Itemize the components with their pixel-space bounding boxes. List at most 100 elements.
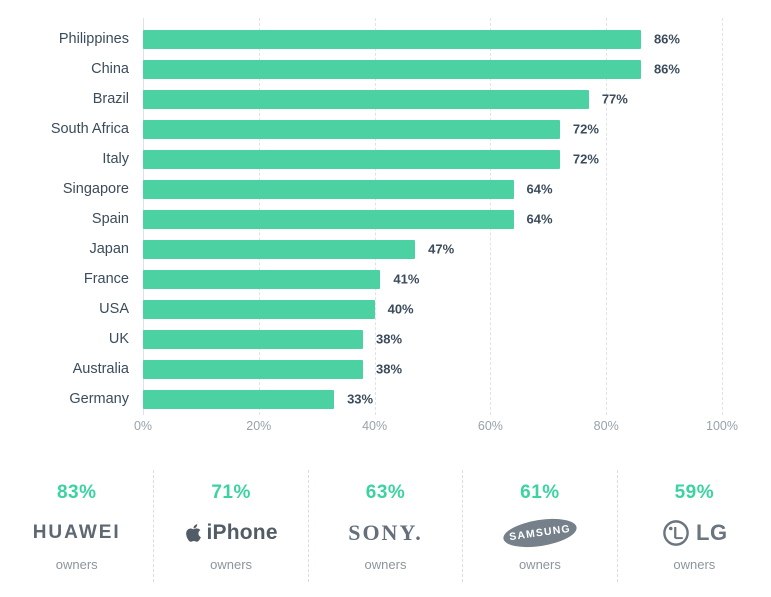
bar-row-australia: Australia 38% xyxy=(8,354,758,384)
iphone-percentage: 71% xyxy=(211,482,251,503)
lg-logo: LG xyxy=(618,513,771,553)
x-tick-label-100: 100% xyxy=(706,419,738,433)
category-label: Germany xyxy=(69,391,129,407)
bar-value-label: 38% xyxy=(376,331,403,347)
bar-track: 77% xyxy=(143,89,722,109)
bar-value-label: 72% xyxy=(572,151,599,167)
lg-wordmark: LG xyxy=(696,520,728,545)
x-tick-label-20: 20% xyxy=(246,419,272,433)
bar-track: 72% xyxy=(143,149,722,169)
brand-card-samsung: 61% SAMSUNG owners xyxy=(462,470,616,582)
bar-fill xyxy=(143,269,381,289)
sony-percentage: 63% xyxy=(365,482,406,503)
bar-track: 86% xyxy=(143,59,722,79)
samsung-owners-label: owners xyxy=(518,557,561,572)
x-tick-label-60: 60% xyxy=(477,419,503,433)
bar-track: 64% xyxy=(143,179,722,199)
bar-row-italy: Italy 72% xyxy=(8,144,758,174)
bar-value-label: 33% xyxy=(347,391,374,407)
brand-card-sony: 63% SONY. owners xyxy=(307,470,462,582)
bar-track: 41% xyxy=(143,269,722,289)
x-tick-label-80: 80% xyxy=(593,419,619,433)
bar-value-label: 72% xyxy=(572,121,599,137)
bar-row-china: China 86% xyxy=(8,54,758,84)
bar-row-spain: Spain 64% xyxy=(8,204,758,234)
bar-row-germany: Germany 33% xyxy=(8,384,758,414)
lg-emblem-icon xyxy=(661,518,691,548)
samsung-wordmark: SAMSUNG xyxy=(508,522,572,544)
huawei-percentage: 83% xyxy=(56,482,97,503)
brand-card-iphone: 71% iPhone owners xyxy=(153,470,307,582)
bar-value-label: 64% xyxy=(526,181,553,197)
bar-value-label: 86% xyxy=(653,31,680,47)
iphone-wordmark: iPhone xyxy=(206,521,278,544)
huawei-logo: HUAWEI xyxy=(0,513,153,553)
sony-logo: SONY. xyxy=(309,513,462,553)
bar-fill xyxy=(143,359,364,379)
country-bar-chart: Philippines 86% China 86% Brazil 77% South Afr… xyxy=(8,18,758,437)
bar-fill xyxy=(143,239,416,259)
sony-wordmark: SONY. xyxy=(348,520,423,545)
bar-fill xyxy=(143,89,589,109)
samsung-oval-icon: SAMSUNG xyxy=(501,514,579,552)
category-label: USA xyxy=(99,301,129,317)
bar-fill xyxy=(143,149,560,169)
bar-track: 38% xyxy=(143,359,722,379)
bar-track: 38% xyxy=(143,329,722,349)
bar-track: 47% xyxy=(143,239,722,259)
bar-row-usa: USA 40% xyxy=(8,294,758,324)
category-label: Italy xyxy=(102,151,129,167)
lg-owners-label: owners xyxy=(673,557,716,572)
bar-row-japan: Japan 47% xyxy=(8,234,758,264)
bar-track: 40% xyxy=(143,299,722,319)
bar-fill xyxy=(143,389,335,409)
category-label: Japan xyxy=(89,241,129,257)
category-label: Philippines xyxy=(58,31,129,47)
bar-value-label: 47% xyxy=(428,241,455,257)
brand-card-huawei: 83% HUAWEI owners xyxy=(0,470,153,582)
huawei-owners-label: owners xyxy=(55,557,98,572)
huawei-wordmark: HUAWEI xyxy=(32,522,121,543)
bar-track: 64% xyxy=(143,209,722,229)
x-tick-label-0: 0% xyxy=(133,419,153,433)
bar-fill xyxy=(143,29,641,49)
bar-value-label: 40% xyxy=(387,301,414,317)
lg-percentage: 59% xyxy=(674,482,715,503)
apple-icon xyxy=(185,523,202,543)
bar-row-south-africa: South Africa 72% xyxy=(8,114,758,144)
bar-row-uk: UK 38% xyxy=(8,324,758,354)
category-label: Singapore xyxy=(62,181,129,197)
bar-track: 72% xyxy=(143,119,722,139)
bar-fill xyxy=(143,119,560,139)
x-tick-label-40: 40% xyxy=(362,419,388,433)
bar-value-label: 86% xyxy=(653,61,680,77)
bar-row-brazil: Brazil 77% xyxy=(8,84,758,114)
sony-owners-label: owners xyxy=(364,557,407,572)
bar-fill xyxy=(143,299,375,319)
bar-value-label: 41% xyxy=(393,271,420,287)
iphone-owners-label: owners xyxy=(210,557,253,572)
bar-track: 33% xyxy=(143,389,722,409)
x-axis: 0% 20% 40% 60% 80% 100% xyxy=(134,417,738,437)
category-label: UK xyxy=(108,331,129,347)
category-label: China xyxy=(91,61,129,77)
bar-fill xyxy=(143,179,514,199)
category-label: South Africa xyxy=(50,121,129,137)
bar-rows: Philippines 86% China 86% Brazil 77% South Afr… xyxy=(8,24,758,414)
bar-track: 86% xyxy=(143,29,722,49)
samsung-percentage: 61% xyxy=(520,482,560,503)
bar-row-philippines: Philippines 86% xyxy=(8,24,758,54)
bar-fill xyxy=(143,59,641,79)
bar-value-label: 64% xyxy=(526,211,553,227)
brand-card-lg: 59% LG owners xyxy=(616,470,771,582)
category-label: France xyxy=(83,271,129,287)
category-label: Brazil xyxy=(92,91,129,107)
category-label: Spain xyxy=(91,211,129,227)
bar-value-label: 77% xyxy=(601,91,628,107)
samsung-logo: SAMSUNG xyxy=(463,513,616,553)
bar-fill xyxy=(143,209,514,229)
iphone-logo: iPhone xyxy=(154,513,307,553)
category-label: Australia xyxy=(72,361,129,377)
bar-row-france: France 41% xyxy=(8,264,758,294)
